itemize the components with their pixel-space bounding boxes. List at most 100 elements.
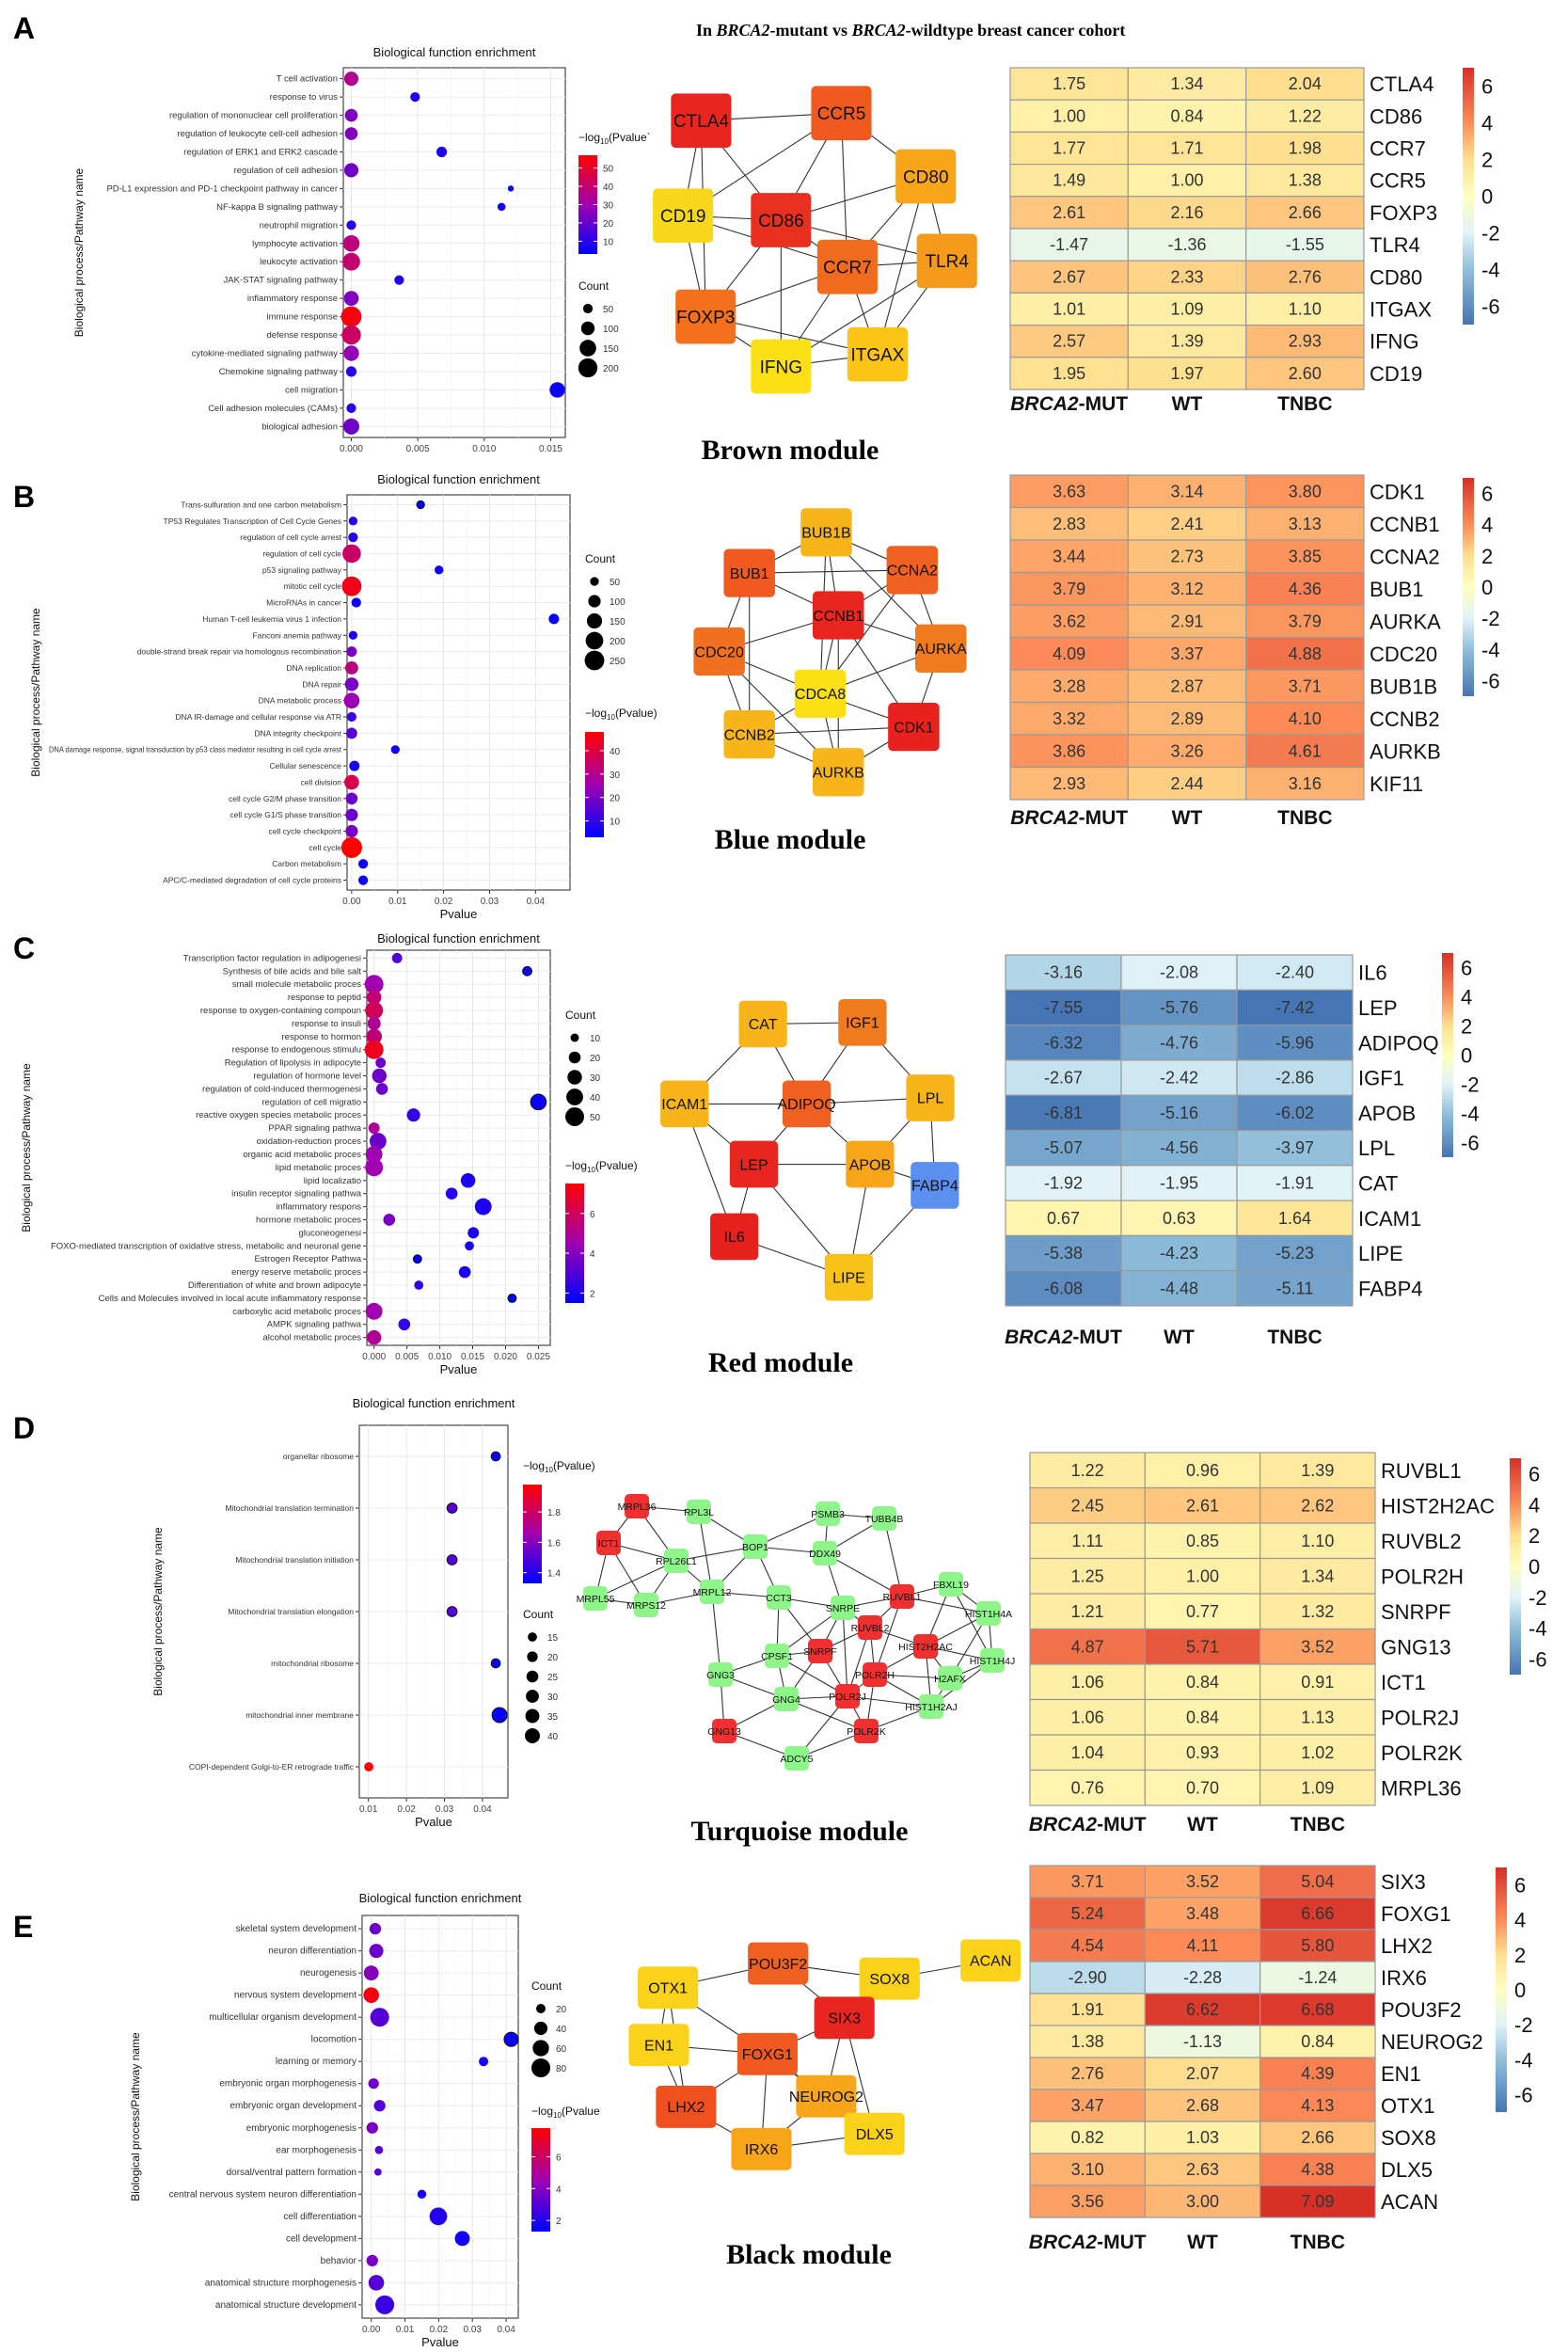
heatmap-colorbar-label: 0 <box>1461 1044 1472 1068</box>
y-tick-label: Cell adhesion molecules (CAMs) <box>208 404 338 414</box>
y-tick-label: regulation of ERK1 and ERK2 cascade <box>183 147 338 157</box>
heatmap-cell-value: 2.67 <box>1053 267 1085 286</box>
heatmap-row-label: IRX6 <box>1381 1966 1427 1990</box>
data-point <box>346 646 357 658</box>
y-tick-label: Regulation of lipolysis in adipocyte <box>225 1058 361 1069</box>
heatmap-b: 3.63 3.14 3.80 CDK1 2.83 2.41 3.13 CCNB1 3.44 2.7… <box>1009 474 1500 829</box>
heatmap-colorbar-label: 4 <box>1461 986 1472 1009</box>
color-legend-label: 1.4 <box>547 1569 561 1580</box>
heatmap-colorbar-label: -2 <box>1461 1073 1480 1097</box>
y-tick-label: skeletal system development <box>236 1924 357 1934</box>
heatmap-cell-value: 3.32 <box>1053 709 1085 728</box>
node-label: BUB1 <box>730 566 769 582</box>
network-node: CCNA2 <box>886 546 939 595</box>
node-box <box>911 1162 959 1209</box>
heatmap-cell-value: 2.45 <box>1071 1496 1104 1515</box>
node-box <box>838 998 887 1046</box>
node-box <box>824 1253 874 1301</box>
size-legend-label: 250 <box>610 657 626 667</box>
column-label-gene: BRCA2 <box>1010 393 1079 415</box>
heatmap-cell-value: 3.37 <box>1170 644 1203 663</box>
y-tick-label: cell differentiation <box>283 2212 356 2222</box>
data-point <box>343 163 359 178</box>
network-node: BOP1 <box>742 1534 768 1559</box>
size-legend-dot <box>531 2058 551 2078</box>
heatmap-cell-value: 2.76 <box>1071 2064 1104 2083</box>
data-point <box>364 1762 373 1772</box>
data-point <box>345 824 358 838</box>
node-label: IL6 <box>724 1230 745 1246</box>
heatmap-column-label: BRCA2-MUT <box>1029 1814 1147 1836</box>
heatmap-cell-value: 1.64 <box>1278 1209 1311 1228</box>
y-tick-label: Fanconi anemia pathway <box>252 630 341 640</box>
heatmap-cell-value: 2.93 <box>1053 774 1085 793</box>
heatmap-colorbar-label: -4 <box>1481 259 1500 282</box>
data-point <box>348 516 358 526</box>
size-legend-title: Count <box>523 1608 554 1621</box>
heatmap-cell-value: 3.00 <box>1186 2192 1219 2211</box>
network-edge <box>698 1511 713 1593</box>
plot-title: Biological function enrichment <box>359 1891 522 1905</box>
heatmap-cell <box>1245 357 1365 390</box>
size-legend-label: 200 <box>610 637 626 647</box>
node-box <box>835 1684 860 1708</box>
node-label: CCT3 <box>766 1593 792 1604</box>
node-box <box>813 591 864 640</box>
heatmap-cell <box>1144 2153 1261 2186</box>
size-legend-label: 20 <box>547 1653 559 1663</box>
network-node: CCNB2 <box>723 710 775 759</box>
heatmap-cell <box>1005 1094 1122 1132</box>
node-box <box>890 1584 914 1609</box>
color-legend-title-part: −log <box>523 1459 545 1472</box>
heatmap-cell-value: -2.90 <box>1069 1968 1107 1987</box>
node-label: ICT1 <box>598 1538 620 1549</box>
heatmap-cell <box>1127 131 1247 166</box>
node-box <box>939 1572 963 1597</box>
node-box <box>888 702 940 752</box>
heatmap-colorbar <box>1463 478 1474 696</box>
heatmap-row-label: ADIPOQ <box>1358 1031 1439 1055</box>
data-point <box>373 2168 382 2176</box>
heatmap-column-label: BRCA2-MUT <box>1029 2232 1147 2253</box>
data-point <box>417 2189 427 2200</box>
network-node: FBXL19 <box>933 1572 969 1597</box>
color-legend-label: 20 <box>610 794 621 804</box>
heatmap-row-label: SOX8 <box>1381 2126 1436 2150</box>
heatmap-cell-value: 1.09 <box>1301 1778 1334 1797</box>
y-tick-label: cell cycle checkpoint <box>269 827 342 836</box>
node-box <box>710 1213 759 1261</box>
heatmap-cell-value: 2.07 <box>1186 2064 1219 2083</box>
data-point <box>366 990 382 1005</box>
heatmap-cell <box>1127 766 1247 801</box>
heatmap-cell-value: 2.62 <box>1301 1496 1334 1515</box>
color-legend-title-part: −log <box>565 1159 587 1172</box>
network-node: MRPL55 <box>577 1586 615 1611</box>
color-legend-title-part: (Pvalue) <box>595 1159 638 1172</box>
data-point <box>343 291 359 307</box>
heatmap-row-label: KIF11 <box>1370 772 1423 796</box>
y-tick-label: reactive oxygen species metabolic proces <box>196 1110 361 1120</box>
node-label: AURKA <box>915 642 967 658</box>
network-edge <box>785 1698 867 1732</box>
heatmap-column-label: TNBC <box>1291 2232 1345 2253</box>
y-tick-label: carboxylic acid metabolic proces <box>232 1307 361 1317</box>
color-legend-title-part: (Pvalue <box>562 2105 600 2118</box>
data-point <box>348 630 358 640</box>
heatmap-cell-value: 1.22 <box>1289 106 1322 125</box>
data-point <box>490 1658 501 1669</box>
heatmap-row-label: CCNA2 <box>1370 545 1440 568</box>
heatmap-cell <box>1245 292 1365 326</box>
color-legend-title-part: (Pvalue` <box>609 131 651 144</box>
node-box <box>913 1634 938 1659</box>
color-legend-label: 40 <box>610 747 621 757</box>
node-label: GNG3 <box>706 1670 735 1681</box>
size-legend-dot <box>590 577 599 586</box>
plot-title: Biological function enrichment <box>373 45 536 59</box>
node-label: IFNG <box>760 358 802 377</box>
node-label: IGF1 <box>846 1016 879 1032</box>
heatmap-cell <box>1127 539 1247 574</box>
data-point <box>364 975 384 994</box>
data-point <box>344 661 358 675</box>
column-label-gene: BRCA2 <box>1029 1814 1098 1836</box>
heatmap-cell-value: -6.32 <box>1044 1033 1083 1052</box>
